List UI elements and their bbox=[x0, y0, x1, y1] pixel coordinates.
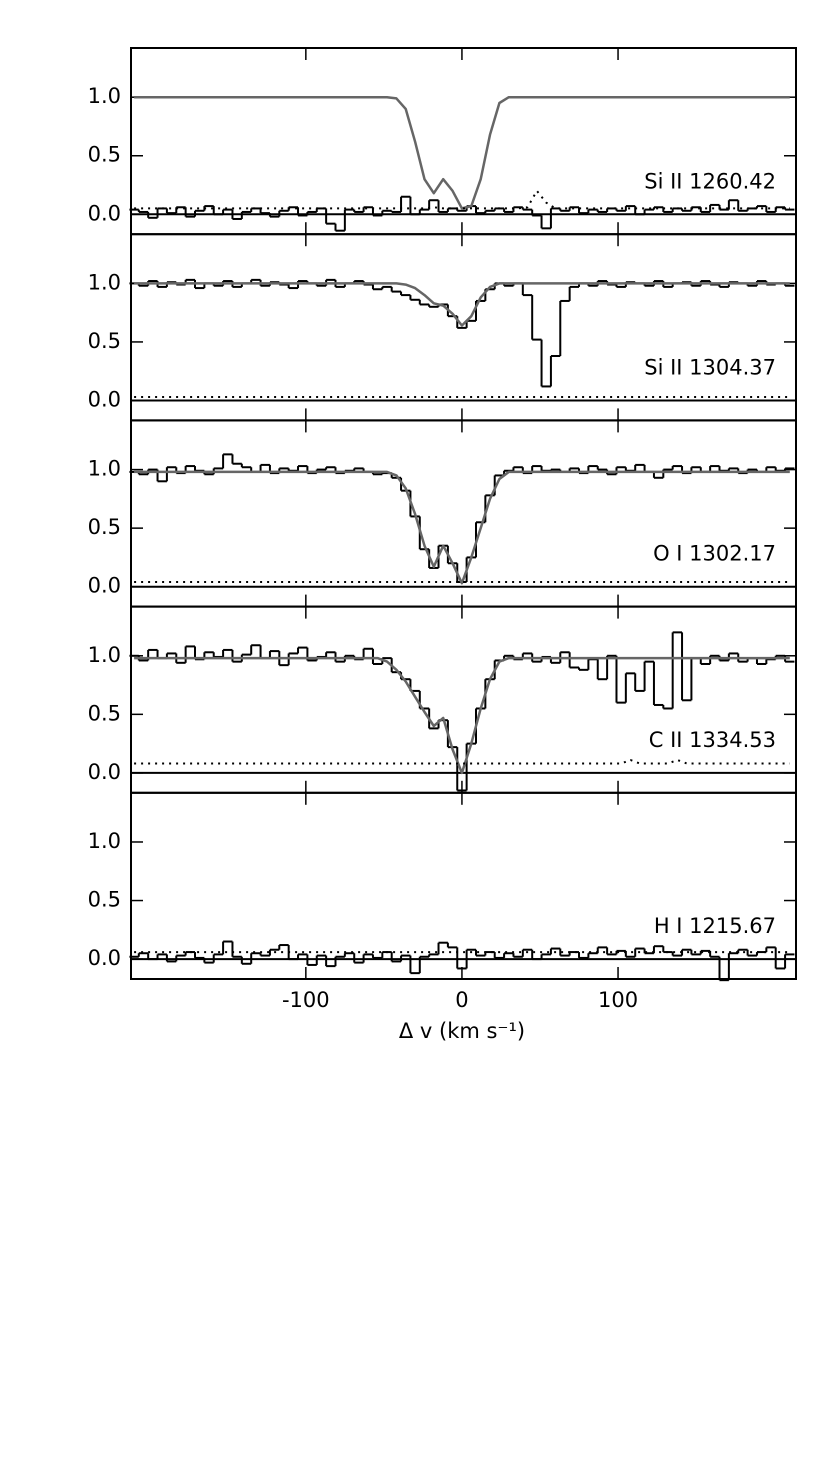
y-tick-label: 0.0 bbox=[88, 760, 121, 784]
model-line bbox=[134, 95, 790, 210]
x-axis-title: Δ v (km s⁻¹) bbox=[399, 1019, 525, 1043]
panel-label: Si II 1304.37 bbox=[644, 355, 776, 379]
y-tick-label: 0.5 bbox=[88, 515, 121, 539]
model-line bbox=[134, 656, 790, 775]
panel-frame bbox=[130, 791, 797, 980]
error-line bbox=[134, 189, 790, 210]
y-tick-label: 0.5 bbox=[88, 329, 121, 353]
y-tick-label: 1.0 bbox=[88, 829, 121, 853]
panel-label: C II 1334.53 bbox=[649, 728, 776, 752]
y-tick-label: 0.5 bbox=[88, 888, 121, 912]
y-tick-label: 0.5 bbox=[88, 143, 121, 167]
x-tick-label: -100 bbox=[282, 988, 330, 1012]
y-tick-label: 1.0 bbox=[88, 643, 121, 667]
x-tick-label: 100 bbox=[598, 988, 638, 1012]
y-tick-label: 0.0 bbox=[88, 201, 121, 225]
y-tick-label: 0.0 bbox=[88, 574, 121, 598]
y-tick-label: 1.0 bbox=[88, 457, 121, 481]
y-tick-label: 1.0 bbox=[88, 270, 121, 294]
error-line bbox=[134, 759, 790, 765]
model-line bbox=[134, 282, 790, 327]
x-tick-label: 0 bbox=[455, 988, 468, 1012]
y-tick-label: 0.5 bbox=[88, 701, 121, 725]
panel-label: O I 1302.17 bbox=[653, 542, 776, 566]
panel-label: Si II 1260.42 bbox=[644, 169, 776, 193]
y-tick-label: 0.0 bbox=[88, 946, 121, 970]
y-tick-label: 0.0 bbox=[88, 387, 121, 411]
y-tick-label: 1.0 bbox=[88, 84, 121, 108]
panel-label: H I 1215.67 bbox=[654, 914, 776, 938]
model-line bbox=[134, 470, 790, 585]
